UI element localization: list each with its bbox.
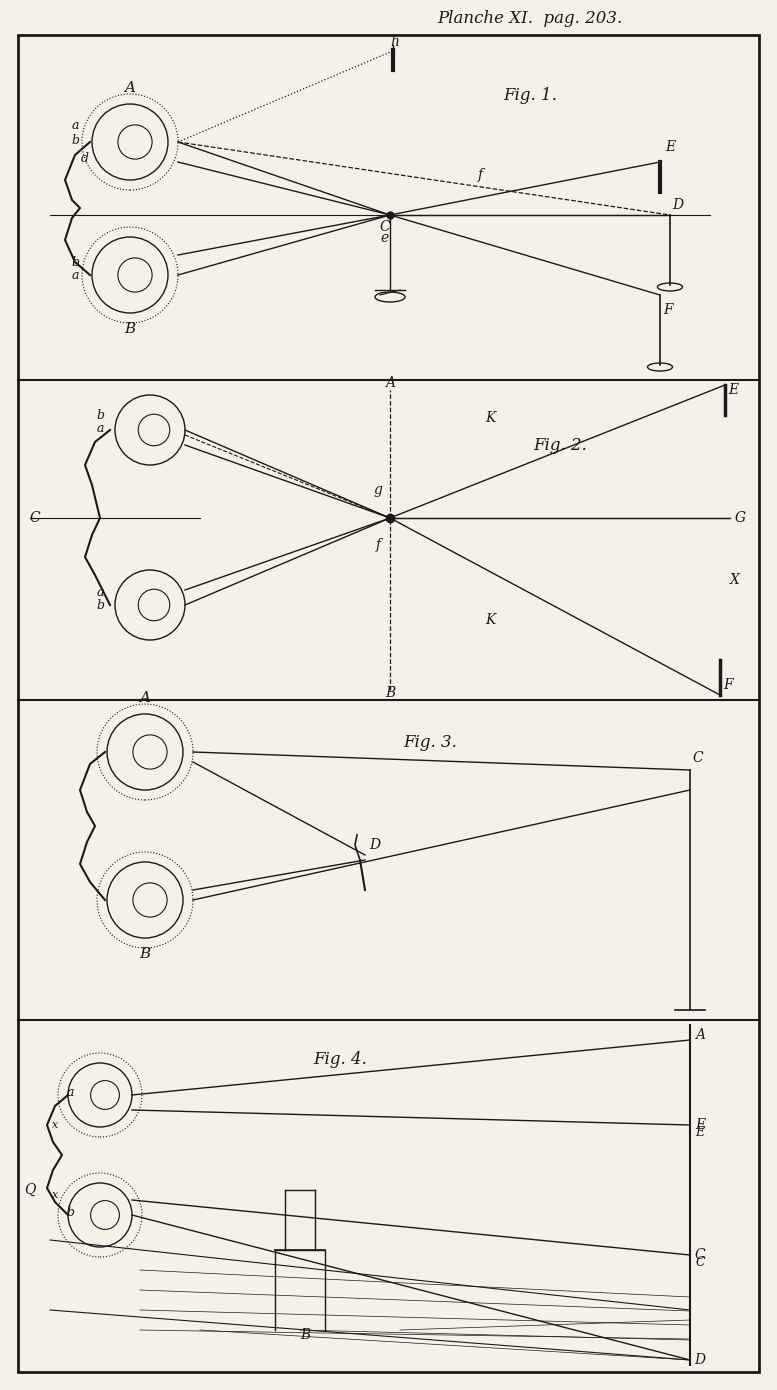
- Text: b: b: [71, 133, 79, 146]
- Text: B: B: [385, 687, 395, 701]
- Text: C: C: [380, 220, 390, 234]
- Text: K: K: [485, 411, 495, 425]
- Text: x: x: [52, 1190, 58, 1200]
- Text: B: B: [124, 322, 136, 336]
- Text: Fig. 4.: Fig. 4.: [313, 1051, 367, 1069]
- Text: C: C: [695, 1255, 705, 1269]
- Text: B: B: [139, 947, 151, 960]
- Text: E: E: [665, 140, 675, 154]
- Text: b: b: [96, 409, 104, 421]
- Text: E: E: [695, 1118, 705, 1131]
- Text: G: G: [734, 512, 746, 525]
- Text: A: A: [695, 1029, 705, 1042]
- Text: a: a: [96, 421, 104, 435]
- Text: D: D: [369, 838, 381, 852]
- Text: e: e: [381, 231, 389, 245]
- Text: A: A: [140, 691, 151, 705]
- Text: K: K: [485, 613, 495, 627]
- Text: Fig. 1.: Fig. 1.: [503, 86, 557, 103]
- Text: Planche XI.  pag. 203.: Planche XI. pag. 203.: [437, 10, 622, 26]
- Text: a: a: [66, 1086, 74, 1098]
- Text: f: f: [477, 168, 483, 182]
- Text: A: A: [124, 81, 135, 95]
- Text: b: b: [71, 256, 79, 268]
- Text: F: F: [664, 303, 673, 317]
- Text: C: C: [30, 512, 40, 525]
- Text: h: h: [391, 35, 399, 49]
- Text: A: A: [385, 377, 395, 391]
- Text: E: E: [695, 1126, 705, 1138]
- Text: a: a: [71, 118, 78, 132]
- Text: g: g: [374, 482, 382, 498]
- Text: Fig. 3.: Fig. 3.: [403, 734, 457, 751]
- Text: B: B: [300, 1327, 310, 1341]
- Text: b: b: [66, 1205, 74, 1219]
- Text: C: C: [695, 1248, 706, 1262]
- Text: C: C: [692, 751, 703, 764]
- Text: x: x: [52, 1120, 58, 1130]
- Text: Fig. 2.: Fig. 2.: [533, 436, 587, 453]
- Text: d: d: [81, 152, 89, 164]
- Text: F: F: [723, 678, 733, 692]
- Text: D: D: [672, 197, 684, 213]
- Text: f: f: [375, 538, 381, 552]
- Text: D: D: [695, 1352, 706, 1366]
- Text: Q: Q: [24, 1183, 36, 1197]
- Text: a: a: [96, 585, 104, 599]
- Text: b: b: [96, 599, 104, 612]
- Text: X: X: [730, 573, 740, 587]
- Text: E: E: [728, 384, 738, 398]
- Text: a: a: [71, 268, 78, 282]
